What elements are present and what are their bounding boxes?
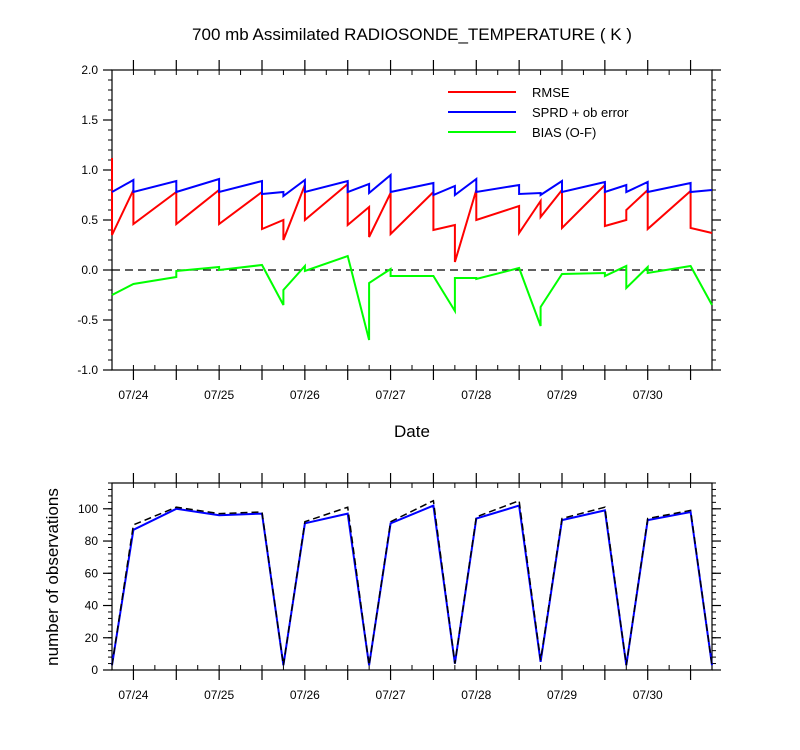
series-bias-o-f-line bbox=[111, 254, 713, 341]
chart-title: 700 mb Assimilated RADIOSONDE_TEMPERATUR… bbox=[192, 25, 632, 44]
top-x-tick-label: 07/24 bbox=[118, 388, 148, 402]
bottom-y-tick-label: 20 bbox=[85, 631, 99, 645]
legend-entry-label: BIAS (O-F) bbox=[532, 125, 596, 140]
top-x-tick-label: 07/29 bbox=[547, 388, 577, 402]
series-sprd-ob-error-line bbox=[111, 172, 713, 198]
y-axis-label-observations: number of observations bbox=[43, 488, 62, 666]
top-y-tick-label: 1.0 bbox=[81, 163, 98, 177]
bottom-panel: 100 80 60 40 20 0 07/24 07/25 07/26 07/27 07/28 07/… bbox=[78, 473, 721, 702]
top-y-tick-label: 1.5 bbox=[81, 113, 98, 127]
bottom-x-tick-label: 07/27 bbox=[376, 688, 406, 702]
bottom-y-tick-label: 80 bbox=[85, 534, 99, 548]
bottom-y-tick-label: 60 bbox=[85, 566, 99, 580]
bottom-x-tick-label: 07/28 bbox=[461, 688, 491, 702]
bottom-x-tick-label: 07/29 bbox=[547, 688, 577, 702]
bottom-y-tick-label: 0 bbox=[91, 663, 98, 677]
top-y-tick-label: -0.5 bbox=[77, 313, 98, 327]
bottom-x-tick-label: 07/26 bbox=[290, 688, 320, 702]
top-x-tick-label: 07/27 bbox=[376, 388, 406, 402]
bottom-x-tick-label: 07/25 bbox=[204, 688, 234, 702]
top-y-tick-label: -1.0 bbox=[77, 363, 98, 377]
top-y-tick-label: 0.5 bbox=[81, 213, 98, 227]
top-x-tick-label: 07/25 bbox=[204, 388, 234, 402]
legend-entry-label: RMSE bbox=[532, 85, 570, 100]
bottom-x-tick-label: 07/24 bbox=[118, 688, 148, 702]
bottom-y-tick-label: 100 bbox=[78, 502, 98, 516]
top-x-tick-label: 07/28 bbox=[461, 388, 491, 402]
bottom-series-1-line bbox=[111, 499, 713, 666]
bottom-y-tick-label: 40 bbox=[85, 599, 99, 613]
x-axis-label: Date bbox=[394, 422, 430, 441]
series-rmse-line bbox=[111, 158, 713, 263]
legend-entry-label: SPRD + ob error bbox=[532, 105, 629, 120]
bottom-x-tick-label: 07/30 bbox=[633, 688, 663, 702]
top-x-tick-label: 07/26 bbox=[290, 388, 320, 402]
top-y-tick-label: 2.0 bbox=[81, 63, 98, 77]
bottom-series-0-line bbox=[111, 504, 713, 666]
top-y-tick-label: 0.0 bbox=[81, 263, 98, 277]
top-panel: 2.0 1.5 1.0 0.5 0.0 -0.5 -1.0 07/24 07/25 07/26 07… bbox=[77, 60, 721, 402]
top-x-tick-label: 07/30 bbox=[633, 388, 663, 402]
